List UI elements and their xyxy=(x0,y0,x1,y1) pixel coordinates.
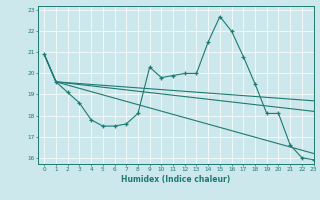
X-axis label: Humidex (Indice chaleur): Humidex (Indice chaleur) xyxy=(121,175,231,184)
